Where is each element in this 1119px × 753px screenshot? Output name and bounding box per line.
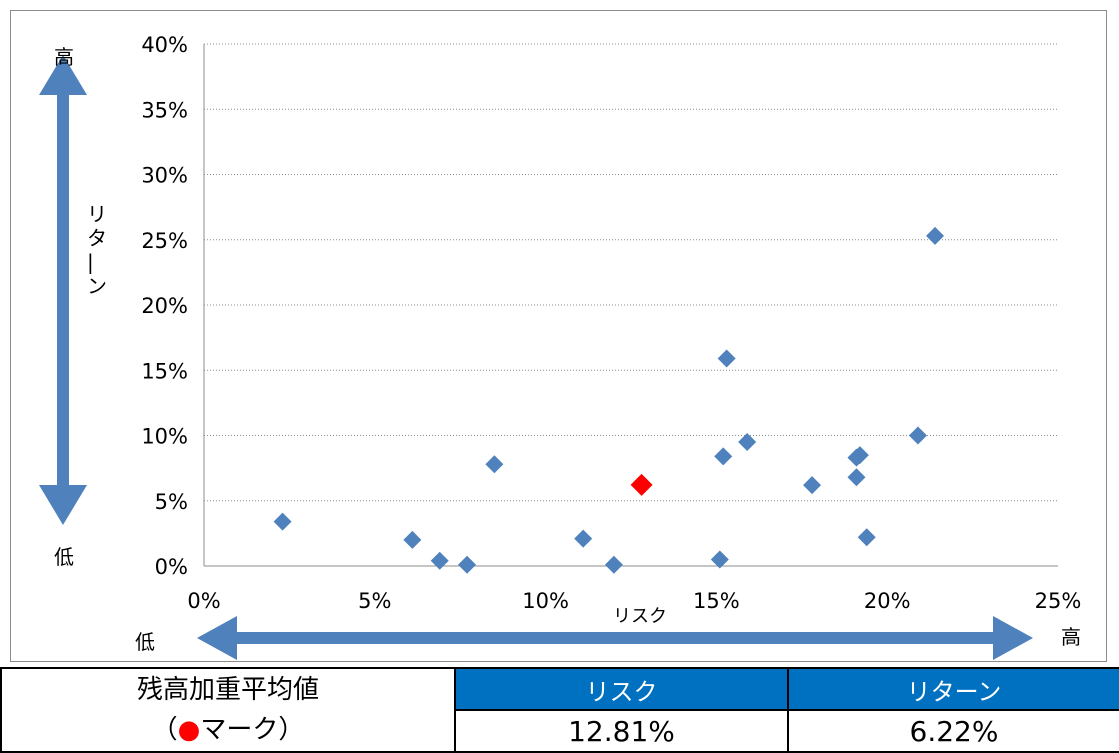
x-tick-label: 10% — [522, 589, 569, 613]
data-point — [850, 446, 869, 465]
red-marker-icon: ● — [177, 715, 201, 745]
y-tick-label: 15% — [141, 359, 188, 383]
x-high-label: 高 — [1061, 625, 1081, 649]
gridlines — [203, 43, 1058, 567]
data-point — [710, 550, 729, 569]
y-tick-label: 0% — [155, 555, 188, 579]
data-point — [485, 455, 504, 474]
y-tick-label: 25% — [141, 229, 188, 253]
data-point — [430, 551, 449, 570]
data-point — [738, 433, 757, 452]
weighted-average-point — [630, 473, 653, 496]
weighted-average-label: 残高加重平均値 （●マーク） — [0, 667, 456, 753]
x-tick-label: 20% — [864, 589, 911, 613]
y-axis-title: リタ|ン — [87, 202, 107, 298]
data-point — [403, 530, 422, 549]
y-tick-label: 40% — [141, 33, 188, 57]
y-high-label: 高 — [54, 45, 74, 69]
y-low-label: 低 — [54, 545, 74, 569]
data-point — [273, 512, 292, 531]
data-point — [574, 529, 593, 548]
data-point — [604, 555, 623, 574]
return-value: 6.22% — [787, 709, 1119, 753]
x-tick-labels: 0% 5% 10% 15% 20% 25% — [187, 589, 1081, 613]
y-tick-label: 30% — [141, 164, 188, 188]
x-low-label: 低 — [135, 630, 155, 654]
chart-frame: 0% 5% 10% 15% 20% 25% 30% 35% 40% 0% 5% 10% 15% 20% 2… — [10, 10, 1107, 662]
y-direction-arrow — [39, 55, 87, 525]
x-tick-label: 15% — [693, 589, 740, 613]
data-point — [857, 528, 876, 547]
data-point — [714, 447, 733, 466]
data-point — [908, 426, 927, 445]
y-tick-label: 10% — [141, 425, 188, 449]
data-point — [803, 476, 822, 495]
data-point — [926, 226, 945, 245]
x-tick-label: 0% — [187, 589, 220, 613]
weighted-average-note: （●マーク） — [151, 715, 305, 745]
data-point — [717, 349, 736, 368]
risk-return-scatter-chart: 0% 5% 10% 15% 20% 25% 30% 35% 40% 0% 5% 10% 15% 20% 2… — [39, 33, 1081, 660]
x-axis-title: リスク — [613, 606, 667, 627]
header-return: リターン — [787, 667, 1119, 711]
risk-value: 12.81% — [454, 709, 789, 753]
summary-table: 残高加重平均値 （●マーク） リスク リターン 12.81% 6.22% — [0, 667, 1119, 753]
x-tick-label: 5% — [358, 589, 391, 613]
y-tick-label: 35% — [141, 98, 188, 122]
x-tick-label: 25% — [1035, 589, 1082, 613]
weighted-average-title: 残高加重平均値 — [136, 675, 319, 705]
header-risk: リスク — [454, 667, 789, 711]
y-tick-label: 20% — [141, 294, 188, 318]
data-point — [847, 468, 866, 487]
y-tick-label: 5% — [155, 490, 188, 514]
data-point — [458, 555, 477, 574]
y-tick-labels: 0% 5% 10% 15% 20% 25% 30% 35% 40% — [141, 33, 188, 579]
x-direction-arrow — [197, 616, 1033, 660]
data-points — [273, 226, 945, 574]
